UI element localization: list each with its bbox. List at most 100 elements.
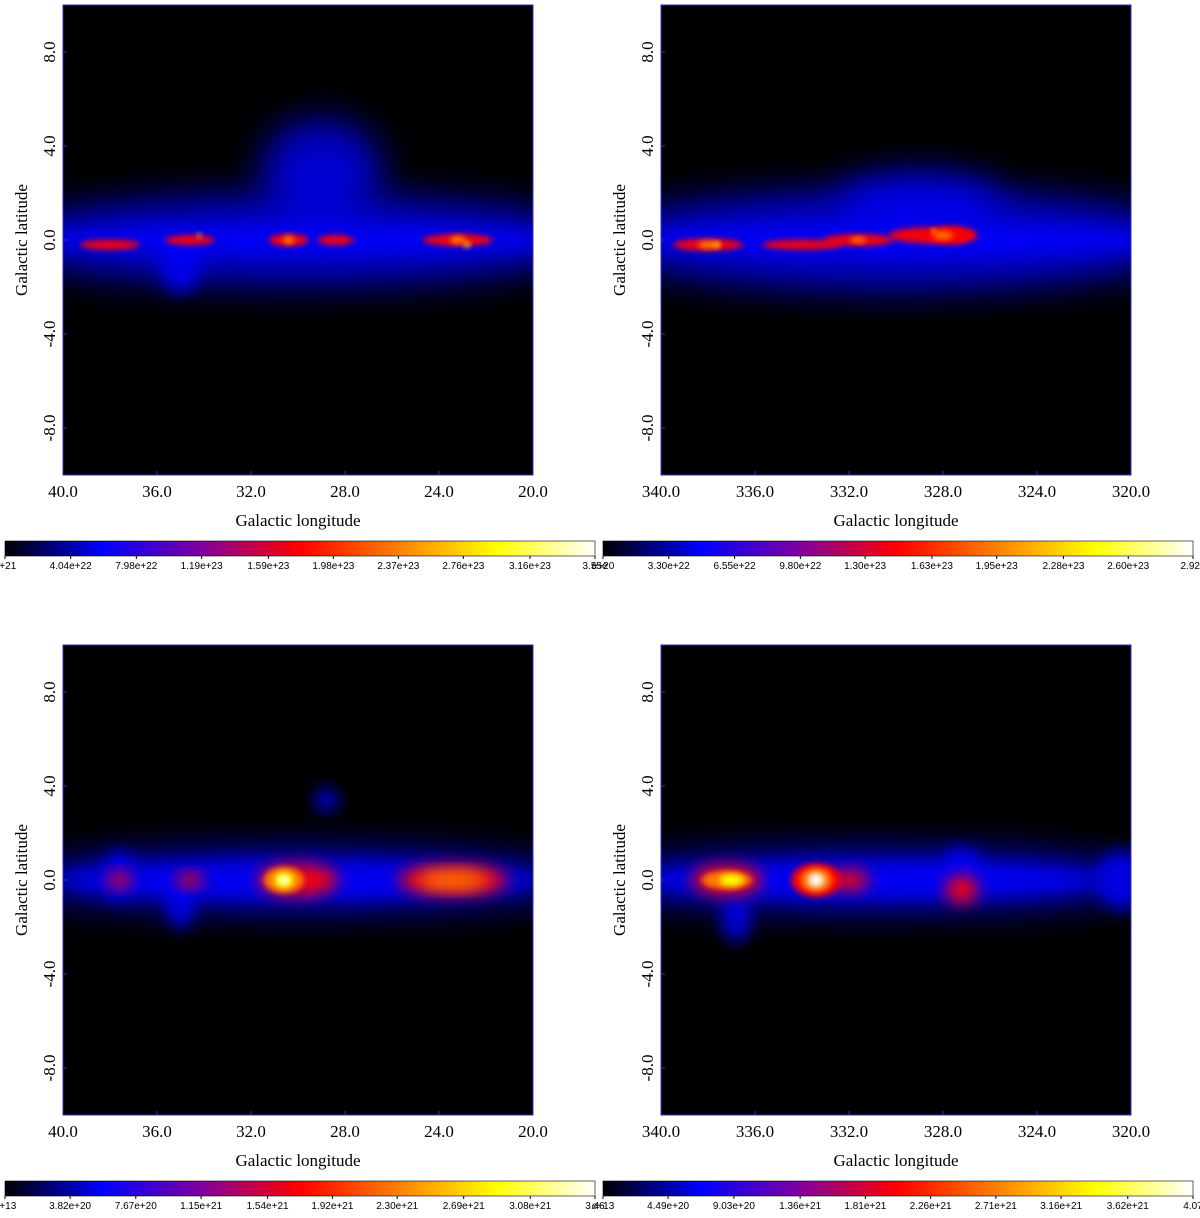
colorbar-tick-label: 3.16e+21 <box>1040 1201 1082 1212</box>
y-tick-label: 8.0 <box>40 41 59 62</box>
y-tick-label: 8.0 <box>638 681 657 702</box>
y-axis-label: Galactic latitude <box>12 824 31 936</box>
colorbar-tick-label: 4.07 <box>1183 1201 1200 1212</box>
colorbar-tick-label: 3.82e+20 <box>49 1201 91 1212</box>
emission <box>931 228 936 233</box>
colorbar-tick-label: 2.76e+23 <box>442 561 484 572</box>
y-axis-label: Galactic latitude <box>610 184 629 296</box>
colorbar-tick-label: 1.54e+21 <box>247 1201 289 1212</box>
x-tick-label: 336.0 <box>736 1122 774 1141</box>
colorbar <box>4 540 596 557</box>
y-tick-label: -4.0 <box>638 961 657 988</box>
emission <box>714 241 721 248</box>
y-tick-label: 4.0 <box>638 135 657 156</box>
y-tick-label: -8.0 <box>638 1055 657 1082</box>
colorbar-tick-label: 3.46 <box>585 1201 605 1212</box>
emission <box>418 871 489 889</box>
colorbar-tick-label: 1.30e+23 <box>844 561 886 572</box>
colorbar-tick-label: 9.03e+20 <box>713 1201 755 1212</box>
emission <box>164 235 215 245</box>
x-tick-label: 32.0 <box>236 1122 266 1141</box>
colorbar-tick-label: 1.59e+23 <box>247 561 289 572</box>
emission <box>808 873 825 887</box>
y-axis-label: Galactic latitude <box>12 184 31 296</box>
colorbar-tick-label: 2.37e+23 <box>377 561 419 572</box>
y-tick-label: -4.0 <box>638 321 657 348</box>
x-tick-label: 20.0 <box>518 482 548 501</box>
x-tick-label: 20.0 <box>518 1122 548 1141</box>
y-tick-label: 8.0 <box>638 41 657 62</box>
emission <box>850 237 867 243</box>
colorbar <box>4 1180 596 1197</box>
emission <box>661 862 1103 898</box>
colorbar <box>602 540 1194 557</box>
emission <box>197 233 202 238</box>
x-tick-label: 36.0 <box>142 482 172 501</box>
colorbar-tick-label: 4.49e+20 <box>647 1201 689 1212</box>
x-tick-label: 40.0 <box>48 1122 78 1141</box>
colorbar-tick-label: 2.69e+21 <box>443 1201 485 1212</box>
y-tick-label: 4.0 <box>638 775 657 796</box>
emission <box>449 236 466 244</box>
x-axis-label: Galactic longitude <box>235 1151 360 1170</box>
x-axis-label: Galactic longitude <box>833 1151 958 1170</box>
emission <box>261 119 382 220</box>
colorbar-tick-label: 3.08e+21 <box>509 1201 551 1212</box>
x-tick-label: 340.0 <box>642 482 680 501</box>
x-tick-label: 320.0 <box>1112 482 1150 501</box>
y-tick-label: -8.0 <box>40 415 59 442</box>
emission <box>933 231 953 240</box>
colorbar-tick-label: e+20 <box>592 561 615 572</box>
emission <box>464 241 471 248</box>
colorbar-tick-label: 4.04e+22 <box>50 561 92 572</box>
colorbar-tick-label: 1.15e+21 <box>180 1201 222 1212</box>
colorbar-tick-label: 3.30e+22 <box>648 561 690 572</box>
emission <box>165 878 196 929</box>
y-tick-label: 8.0 <box>40 681 59 702</box>
heatmap <box>63 5 533 475</box>
colorbar-tick-label: 3.62e+21 <box>1107 1201 1149 1212</box>
emission <box>80 239 140 250</box>
x-tick-label: 328.0 <box>924 1122 962 1141</box>
y-tick-label: 4.0 <box>40 775 59 796</box>
emission <box>698 240 718 249</box>
colorbar-tick-label: 2.30e+21 <box>376 1201 418 1212</box>
colorbar-tick-label: 3.16e+23 <box>509 561 551 572</box>
colorbar-tick-label: 1.98e+23 <box>312 561 354 572</box>
x-tick-label: 28.0 <box>330 482 360 501</box>
emission <box>719 874 744 886</box>
colorbar-tick-label: e+13 <box>0 1201 17 1212</box>
heatmap <box>661 645 1131 1115</box>
colorbar-tick-label: 7.67e+20 <box>115 1201 157 1212</box>
colorbar-tick-label: 6.55e+22 <box>714 561 756 572</box>
x-tick-label: 332.0 <box>830 1122 868 1141</box>
heatmap <box>661 5 1131 475</box>
emission <box>314 788 339 813</box>
colorbar-tick-label: e+13 <box>592 1201 615 1212</box>
y-tick-label: 4.0 <box>40 135 59 156</box>
x-axis-label: Galactic longitude <box>235 511 360 530</box>
emission <box>278 876 289 884</box>
y-tick-label: 0.0 <box>638 229 657 250</box>
x-tick-label: 24.0 <box>424 1122 454 1141</box>
colorbar-tick-label: 3.55e <box>582 561 607 572</box>
colorbar-tick-label: 1.19e+23 <box>181 561 223 572</box>
colorbar-tick-label: e+21 <box>0 561 17 572</box>
emission <box>317 235 354 245</box>
colorbar-tick-label: 9.80e+22 <box>779 561 821 572</box>
heatmap <box>63 645 533 1115</box>
emission <box>839 172 1000 233</box>
emission <box>160 233 201 294</box>
x-tick-label: 336.0 <box>736 482 774 501</box>
y-tick-label: 0.0 <box>40 229 59 250</box>
y-tick-label: 0.0 <box>638 869 657 890</box>
colorbar-tick-label: 7.98e+22 <box>115 561 157 572</box>
x-tick-label: 340.0 <box>642 1122 680 1141</box>
x-tick-label: 40.0 <box>48 482 78 501</box>
emission <box>762 239 842 250</box>
colorbar-tick-label: 2.92e <box>1180 561 1200 572</box>
emission <box>282 236 295 244</box>
colorbar-tick-label: 1.63e+23 <box>911 561 953 572</box>
y-tick-label: -4.0 <box>40 321 59 348</box>
